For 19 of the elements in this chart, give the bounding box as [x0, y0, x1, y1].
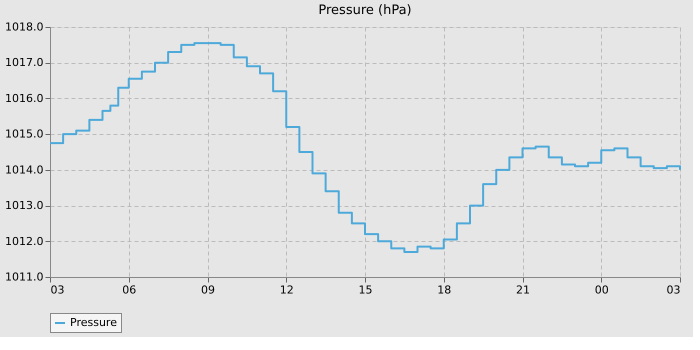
- x-tick-label: 03: [666, 284, 680, 296]
- y-tick-label: 1014.0: [5, 163, 44, 176]
- y-tick-label: 1012.0: [5, 234, 44, 248]
- y-tick-label: 1013.0: [5, 199, 44, 212]
- x-tick-label: 15: [358, 284, 372, 296]
- y-tick-label: 1016.0: [5, 92, 44, 105]
- x-tick-label: 18: [437, 284, 452, 296]
- x-tick-label: 00: [594, 284, 609, 296]
- y-tick-label: 1015.0: [5, 128, 44, 141]
- y-tick-label: 1011.0: [5, 270, 44, 284]
- y-tick-label: 1018.0: [5, 20, 44, 34]
- legend-label: Pressure: [70, 316, 118, 329]
- chart-title: Pressure (hPa): [318, 3, 412, 18]
- x-tick-label: 09: [201, 284, 215, 296]
- x-tick-label: 06: [122, 284, 136, 296]
- x-tick-label: 03: [50, 284, 64, 296]
- x-tick-label: 21: [516, 284, 530, 296]
- x-tick-label: 12: [280, 284, 294, 296]
- y-tick-label: 1017.0: [5, 56, 44, 70]
